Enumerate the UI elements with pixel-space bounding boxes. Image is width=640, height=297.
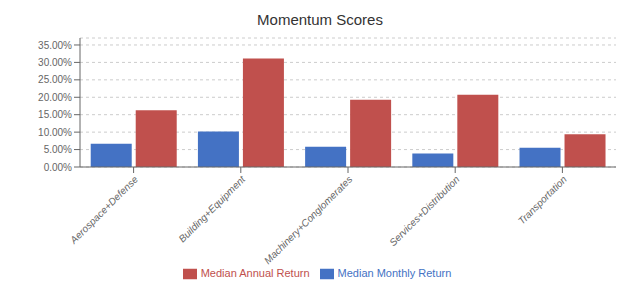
svg-text:25.00%: 25.00% <box>38 74 72 85</box>
svg-text:Transportation: Transportation <box>516 173 569 226</box>
svg-text:35.00%: 35.00% <box>38 40 72 51</box>
html-text:Momentum Scores: Momentum Scores <box>257 11 383 28</box>
html-text:Median Annual Return: Median Annual Return <box>200 267 310 279</box>
svg-text:Aerospace+Defense: Aerospace+Defense <box>67 173 140 246</box>
svg-text:30.00%: 30.00% <box>38 57 72 68</box>
svg-text:Building+Equipment: Building+Equipment <box>176 173 248 245</box>
svg-text:15.00%: 15.00% <box>38 109 72 120</box>
svg-text:Services+Distribution: Services+Distribution <box>387 173 462 248</box>
svg-text:0.00%: 0.00% <box>44 162 72 173</box>
svg-text:20.00%: 20.00% <box>38 92 72 103</box>
svg-text:5.00%: 5.00% <box>44 144 72 155</box>
svg-text:10.00%: 10.00% <box>38 127 72 138</box>
html-text:Median Monthly Return: Median Monthly Return <box>337 267 452 279</box>
svg-text:Machinery+Conglomerates: Machinery+Conglomerates <box>262 174 354 266</box>
